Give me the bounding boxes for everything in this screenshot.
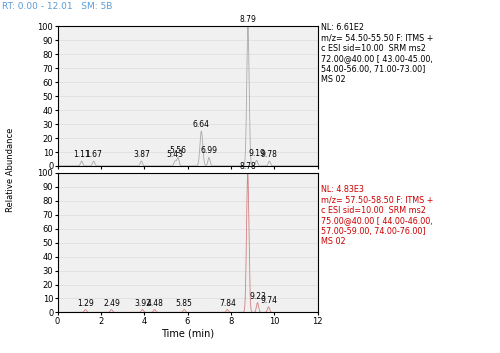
Text: NL: 6.61E2
m/z= 54.50-55.50 F: ITMS +
c ESI sid=10.00  SRM ms2
72.00@40.00 [ 43.: NL: 6.61E2 m/z= 54.50-55.50 F: ITMS + c … — [321, 23, 434, 84]
Text: Relative Abundance: Relative Abundance — [6, 127, 16, 212]
Text: 9.19: 9.19 — [248, 149, 265, 158]
Text: 5.43: 5.43 — [166, 150, 184, 159]
X-axis label: Time (min): Time (min) — [161, 328, 214, 338]
Text: 6.99: 6.99 — [200, 146, 218, 155]
Text: 9.74: 9.74 — [260, 296, 277, 305]
Text: 1.29: 1.29 — [77, 299, 94, 307]
Text: NL: 4.83E3
m/z= 57.50-58.50 F: ITMS +
c ESI sid=10.00  SRM ms2
75.00@40.00 [ 44.: NL: 4.83E3 m/z= 57.50-58.50 F: ITMS + c … — [321, 185, 434, 246]
Text: 8.79: 8.79 — [240, 16, 256, 24]
Text: 9.23: 9.23 — [249, 292, 266, 300]
Text: 5.85: 5.85 — [176, 299, 192, 307]
Text: 4.48: 4.48 — [146, 299, 163, 307]
Text: 3.87: 3.87 — [133, 150, 150, 159]
Text: 2.49: 2.49 — [103, 299, 120, 307]
Text: RT: 0.00 - 12.01   SM: 5B: RT: 0.00 - 12.01 SM: 5B — [2, 2, 113, 11]
Text: 3.92: 3.92 — [134, 299, 151, 307]
Text: 1.11: 1.11 — [73, 150, 90, 159]
Text: 5.56: 5.56 — [170, 146, 186, 155]
Text: 9.78: 9.78 — [261, 150, 278, 159]
Text: 7.84: 7.84 — [219, 299, 236, 307]
Text: 1.67: 1.67 — [85, 150, 102, 159]
Text: 8.78: 8.78 — [240, 162, 256, 171]
Text: 6.64: 6.64 — [193, 120, 210, 129]
